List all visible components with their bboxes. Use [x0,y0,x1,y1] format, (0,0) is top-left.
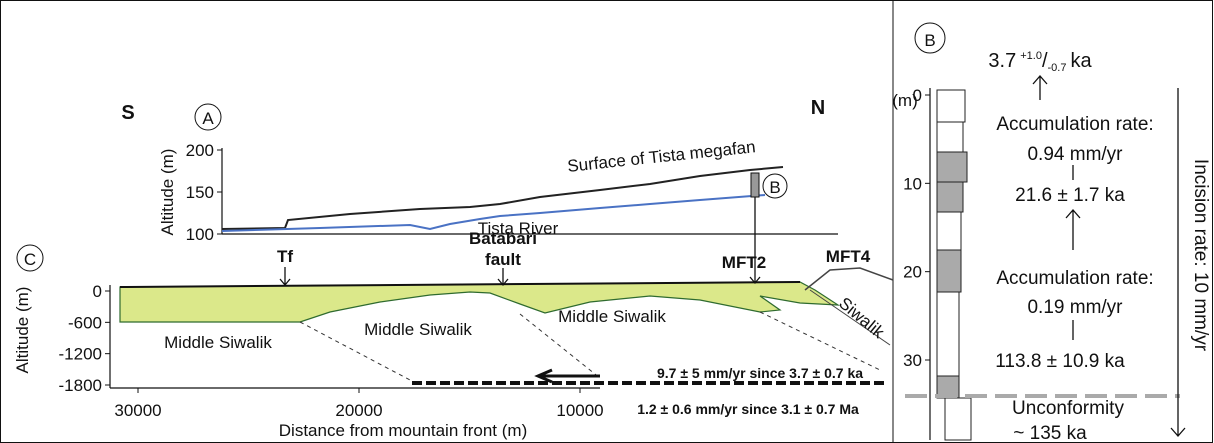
fault-label: Batabari [469,229,537,248]
rate-label: Accumulation rate: [996,268,1153,289]
strat-column [937,90,971,440]
y-axis-label: Altitude (m) [13,287,32,374]
rate-label: 0.19 mm/yr [1027,297,1123,318]
surface-label: Surface of Tista megafan [566,137,756,176]
mft4-relief [805,268,893,290]
tick-label: 200 [186,141,214,160]
figure: A S N Altitude (m) 200150100 Surface of … [0,0,1214,443]
panel-label: C [24,250,36,269]
age-minus: -0.7 [1048,62,1067,74]
unit-label: Middle Siwalik [558,307,666,326]
age-label: 113.8 ± 10.9 ka [995,351,1125,372]
y-axis-label: Altitude (m) [158,149,177,236]
rate-label: 9.7 ± 5 mm/yr since 3.7 ± 0.7 ka [657,365,863,381]
tick-label: 10 [903,174,922,193]
incision-label: Incision rate: 10 mm/yr [1190,159,1211,352]
unit-label: Middle Siwalik [164,333,272,352]
age-label: 21.6 ± 1.7 ka [1015,185,1125,206]
tick-label: 30 [903,351,922,370]
panel-label: A [202,109,214,128]
tick-label: -1200 [59,345,102,364]
age-unit: ka [1070,50,1092,72]
rate-label: 0.94 mm/yr [1027,144,1123,165]
unconformity-age: ~ 135 ka [1013,423,1087,443]
tick-label: 0 [93,282,102,301]
tick-label: 30000 [114,401,161,420]
x-axis-label: Distance from mountain front (m) [279,421,527,440]
incision-arrow [1171,88,1185,436]
north-label: N [811,97,825,119]
site-label: B [769,178,780,197]
siwalik-body [120,282,838,322]
age-value: 3.7 [988,50,1016,72]
tick-label: -1800 [59,376,102,395]
tick-label: 150 [186,183,214,202]
tick-label: 20 [903,263,922,282]
tick-label: 100 [186,225,214,244]
unit-label: Siwalik [835,294,888,343]
panel-a: A S N Altitude (m) 200 150 100 Surface of … [121,97,838,244]
frame [1,1,1213,443]
site-marker [751,173,759,197]
unit-label: (m) [892,91,917,110]
rate-label: Accumulation rate: [996,114,1153,135]
tick-label: 20000 [335,401,382,420]
fault-label: MFT2 [722,253,766,272]
rate-label: 1.2 ± 0.6 mm/yr since 3.1 ± 0.7 Ma [637,401,859,417]
slip-arrow [538,370,600,382]
tick-label: -600 [68,313,102,332]
age-plus: +1.0 [1020,50,1042,62]
unconformity-label: Unconformity [1012,398,1124,419]
fault-label: fault [485,250,521,269]
south-label: S [121,102,134,124]
unit-label: Middle Siwalik [364,320,472,339]
panel-label: B [924,31,935,50]
fault-label: Tf [277,247,293,266]
tick-label: 10000 [556,401,603,420]
fault-label: MFT4 [826,247,871,266]
